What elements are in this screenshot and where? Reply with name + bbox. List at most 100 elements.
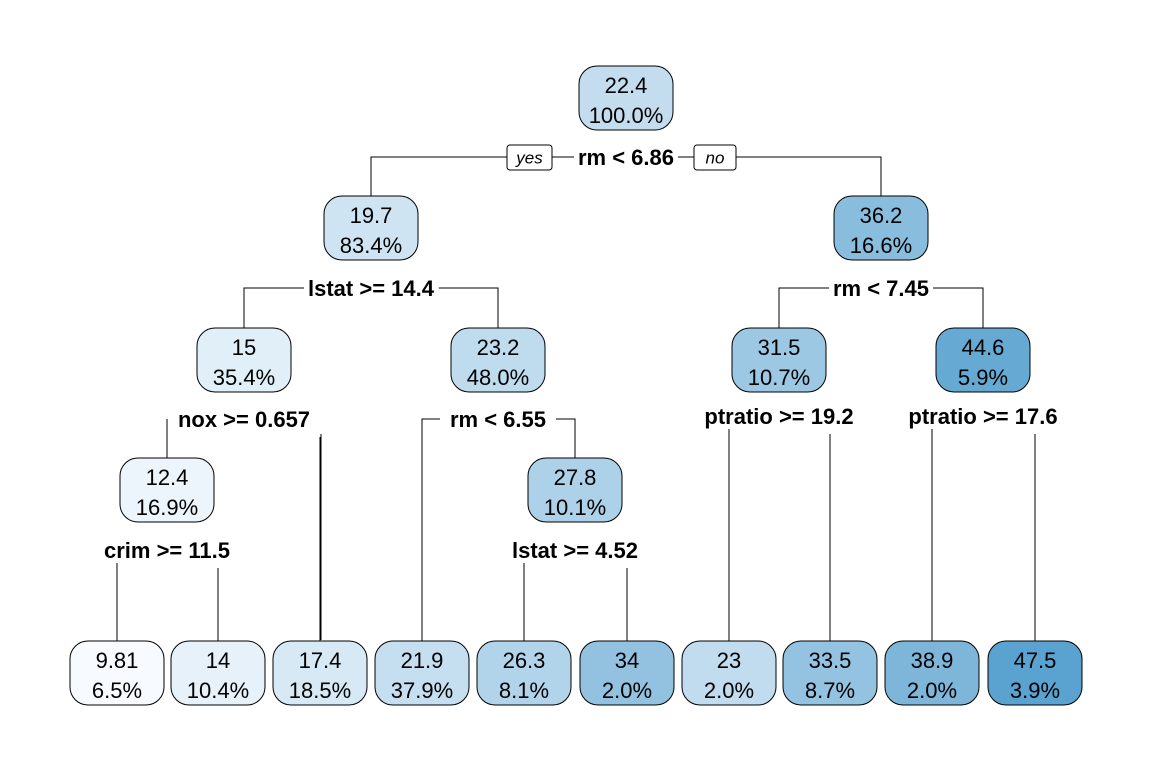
leaf-node: 23 2.0% bbox=[681, 640, 777, 706]
node-value: 44.6 bbox=[962, 335, 1005, 360]
node-value: 19.7 bbox=[350, 203, 393, 228]
node-percent: 10.1% bbox=[544, 495, 606, 520]
node-value: 21.9 bbox=[401, 648, 444, 673]
node-percent: 83.4% bbox=[340, 233, 402, 258]
no-label-box bbox=[693, 144, 737, 171]
node-value: 26.3 bbox=[503, 648, 546, 673]
node-box bbox=[476, 640, 572, 706]
node-box bbox=[119, 457, 215, 523]
split-condition: rm < 7.45 bbox=[833, 276, 929, 301]
leaf-node: 47.5 3.9% bbox=[987, 640, 1083, 706]
split-condition: lstat >= 14.4 bbox=[308, 276, 435, 301]
split-condition: rm < 6.86 bbox=[578, 145, 674, 170]
node-value: 23 bbox=[717, 648, 741, 673]
node-percent: 8.1% bbox=[499, 678, 549, 703]
tree-edges bbox=[116, 156, 1036, 641]
split-label-background bbox=[573, 145, 679, 170]
node-box bbox=[323, 195, 419, 261]
split-condition: lstat >= 4.52 bbox=[512, 538, 638, 563]
leaf-node: 17.4 18.5% bbox=[272, 640, 368, 706]
tree-node: 36.2 16.6% bbox=[833, 195, 929, 261]
leaf-node: 14 10.4% bbox=[170, 640, 266, 706]
node-percent: 18.5% bbox=[289, 678, 351, 703]
node-box bbox=[731, 327, 827, 393]
split-condition: crim >= 11.5 bbox=[104, 538, 230, 563]
node-percent: 2.0% bbox=[602, 678, 652, 703]
node-value: 14 bbox=[206, 648, 230, 673]
yes-label: yes bbox=[515, 149, 543, 168]
node-percent: 37.9% bbox=[391, 678, 453, 703]
node-value: 17.4 bbox=[299, 648, 342, 673]
tree-node: 12.4 16.9% bbox=[119, 457, 215, 523]
node-percent: 3.9% bbox=[1010, 678, 1060, 703]
node-box bbox=[450, 327, 546, 393]
node-box bbox=[987, 640, 1083, 706]
leaf-node: 33.5 8.7% bbox=[782, 640, 878, 706]
node-percent: 6.5% bbox=[92, 678, 142, 703]
node-value: 34 bbox=[615, 648, 639, 673]
split-label-background bbox=[173, 407, 315, 432]
node-value: 27.8 bbox=[554, 465, 597, 490]
node-box bbox=[578, 65, 674, 131]
split-label-background bbox=[100, 538, 234, 563]
tree-node: 44.6 5.9% bbox=[935, 327, 1031, 393]
node-box bbox=[833, 195, 929, 261]
node-percent: 2.0% bbox=[907, 678, 957, 703]
tree-node: 19.7 83.4% bbox=[323, 195, 419, 261]
node-box bbox=[272, 640, 368, 706]
node-value: 15 bbox=[232, 335, 256, 360]
split-labels: rm < 6.86 lstat >= 14.4 rm < 7.45 nox >= 0.… bbox=[100, 145, 1062, 563]
node-percent: 2.0% bbox=[704, 678, 754, 703]
node-box bbox=[681, 640, 777, 706]
tree-node: 15 35.4% bbox=[196, 327, 292, 393]
split-label-background bbox=[508, 538, 642, 563]
node-percent: 8.7% bbox=[805, 678, 855, 703]
node-percent: 10.4% bbox=[187, 678, 249, 703]
split-condition: rm < 6.55 bbox=[450, 407, 546, 432]
node-value: 23.2 bbox=[477, 335, 520, 360]
yes-label-box bbox=[506, 144, 553, 171]
tree-edge bbox=[421, 418, 576, 460]
node-percent: 100.0% bbox=[589, 103, 664, 128]
node-box bbox=[884, 640, 980, 706]
node-box bbox=[196, 327, 292, 393]
node-box bbox=[579, 640, 675, 706]
leaf-node: 21.9 37.9% bbox=[374, 640, 470, 706]
tree-node: 22.4 100.0% bbox=[578, 65, 674, 131]
tree-node: 27.8 10.1% bbox=[527, 457, 623, 523]
node-box bbox=[527, 457, 623, 523]
no-label: no bbox=[706, 149, 725, 168]
split-label-background bbox=[445, 407, 551, 432]
leaf-node: 38.9 2.0% bbox=[884, 640, 980, 706]
split-condition: ptratio >= 19.2 bbox=[704, 404, 853, 429]
node-value: 47.5 bbox=[1014, 648, 1057, 673]
tree-nodes: 22.4 100.0% 19.7 83.4% 36.2 16.6% 15 35.4% 23.2 4… bbox=[69, 65, 1083, 706]
leaf-node: 26.3 8.1% bbox=[476, 640, 572, 706]
node-percent: 5.9% bbox=[958, 365, 1008, 390]
split-condition: ptratio >= 17.6 bbox=[908, 404, 1057, 429]
node-percent: 10.7% bbox=[748, 365, 810, 390]
node-percent: 48.0% bbox=[467, 365, 529, 390]
node-box bbox=[374, 640, 470, 706]
node-box bbox=[170, 640, 266, 706]
node-value: 38.9 bbox=[911, 648, 954, 673]
branch-labels: yes no bbox=[506, 144, 737, 171]
node-box bbox=[69, 640, 165, 706]
split-label-background bbox=[700, 404, 858, 429]
node-value: 31.5 bbox=[758, 335, 801, 360]
node-percent: 35.4% bbox=[213, 365, 275, 390]
node-value: 33.5 bbox=[809, 648, 852, 673]
node-box bbox=[935, 327, 1031, 393]
split-label-background bbox=[828, 276, 934, 301]
tree-node: 23.2 48.0% bbox=[450, 327, 546, 393]
leaf-node: 34 2.0% bbox=[579, 640, 675, 706]
node-value: 36.2 bbox=[860, 203, 903, 228]
split-label-background bbox=[304, 276, 439, 301]
tree-node: 31.5 10.7% bbox=[731, 327, 827, 393]
node-value: 22.4 bbox=[605, 73, 648, 98]
leaf-node: 9.81 6.5% bbox=[69, 640, 165, 706]
node-box bbox=[782, 640, 878, 706]
node-value: 9.81 bbox=[96, 648, 139, 673]
node-percent: 16.6% bbox=[850, 233, 912, 258]
